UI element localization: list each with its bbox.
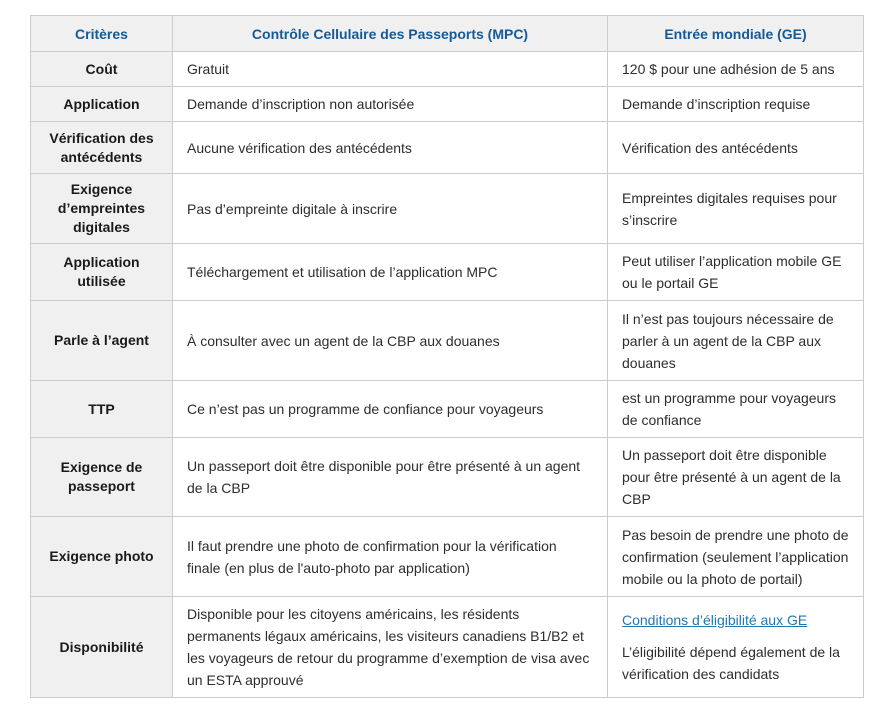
table-row-application-utilisee: Application utilisée Téléchargement et u… [30,243,864,301]
table-header: Critères Contrôle Cellulaire des Passepo… [30,15,864,52]
criterion-label: Exigence de passeport [30,437,173,517]
table-row-application: Application Demande d’inscription non au… [30,86,864,122]
ge-cell: est un programme pour voyageurs de confi… [607,380,864,438]
table-row-cout: Coût Gratuit 120 $ pour une adhésion de … [30,51,864,87]
criterion-label: Vérification des antécédents [30,121,173,174]
table-row-parle-agent: Parle à l’agent À consulter avec un agen… [30,300,864,381]
table-row-verification-antecedents: Vérification des antécédents Aucune véri… [30,121,864,174]
ge-cell: Empreintes digitales requises pour s’ins… [607,173,864,244]
criterion-label: Exigence photo [30,516,173,597]
table-row-exigence-passeport: Exigence de passeport Un passeport doit … [30,437,864,517]
column-header-criteres: Critères [30,15,173,52]
criterion-label: Exigence d’empreintes digitales [30,173,173,244]
mpc-cell: Il faut prendre une photo de confirmatio… [172,516,608,597]
table-row-exigence-photo: Exigence photo Il faut prendre une photo… [30,516,864,597]
criterion-label: Parle à l’agent [30,300,173,381]
ge-cell: Il n’est pas toujours nécessaire de parl… [607,300,864,381]
ge-cell: Pas besoin de prendre une photo de confi… [607,516,864,597]
mpc-cell: Ce n’est pas un programme de confiance p… [172,380,608,438]
ge-eligibility-link[interactable]: Conditions d’éligibilité aux GE [622,612,808,628]
mpc-cell: Gratuit [172,51,608,87]
table-row-ttp: TTP Ce n’est pas un programme de confian… [30,380,864,438]
mpc-cell: Téléchargement et utilisation de l’appli… [172,243,608,301]
criterion-label: Application utilisée [30,243,173,301]
mpc-cell: Disponible pour les citoyens américains,… [172,596,608,698]
criterion-label: Disponibilité [30,596,173,698]
mpc-cell: À consulter avec un agent de la CBP aux … [172,300,608,381]
ge-cell: Conditions d’éligibilité aux GE L’éligib… [607,596,864,698]
column-header-ge: Entrée mondiale (GE) [607,15,864,52]
table-row-disponibilite: Disponibilité Disponible pour les citoye… [30,596,864,698]
criterion-label: TTP [30,380,173,438]
ge-cell: Vérification des antécédents [607,121,864,174]
ge-cell: Peut utiliser l’application mobile GE ou… [607,243,864,301]
ge-eligibility-note: L’éligibilité dépend également de la vér… [622,644,840,682]
ge-cell: Un passeport doit être disponible pour ê… [607,437,864,517]
mpc-cell: Demande d’inscription non autorisée [172,86,608,122]
header-row: Critères Contrôle Cellulaire des Passepo… [30,15,864,52]
criterion-label: Application [30,86,173,122]
ge-cell: 120 $ pour une adhésion de 5 ans [607,51,864,87]
mpc-cell: Un passeport doit être disponible pour ê… [172,437,608,517]
table-row-empreintes-digitales: Exigence d’empreintes digitales Pas d’em… [30,173,864,244]
column-header-mpc: Contrôle Cellulaire des Passeports (MPC) [172,15,608,52]
mpc-cell: Aucune vérification des antécédents [172,121,608,174]
mpc-cell: Pas d’empreinte digitale à inscrire [172,173,608,244]
criterion-label: Coût [30,51,173,87]
comparison-table: Critères Contrôle Cellulaire des Passepo… [30,15,864,698]
ge-cell: Demande d’inscription requise [607,86,864,122]
